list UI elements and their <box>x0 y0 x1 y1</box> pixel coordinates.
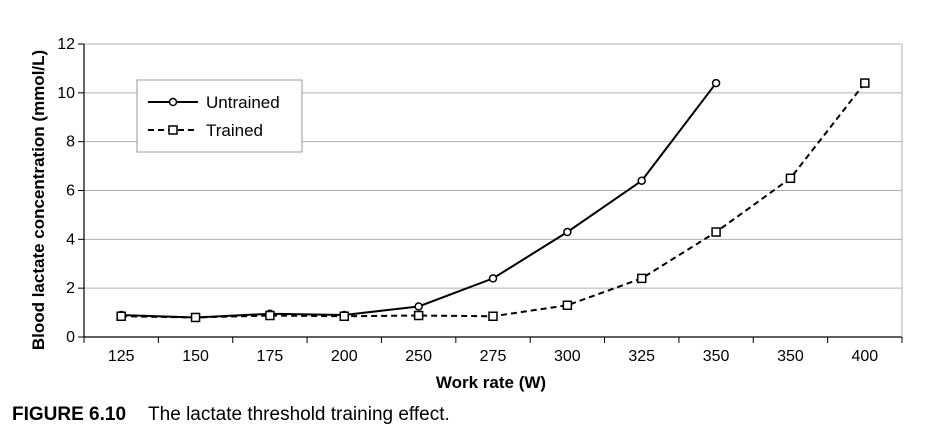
y-tick-labels: 0 2 4 6 8 10 12 <box>57 36 75 346</box>
x-tick-label-1: 150 <box>182 348 209 365</box>
point-trained-1 <box>190 312 201 323</box>
point-untrained-4 <box>414 302 423 311</box>
point-trained-0 <box>116 311 126 321</box>
figure-caption: FIGURE 6.10 The lactate threshold trainin… <box>12 404 912 426</box>
point-trained-6 <box>562 300 573 311</box>
y-tick-label-6: 6 <box>66 183 75 200</box>
x-tick-label-4: 250 <box>405 348 432 365</box>
x-tick-label-8: 350 <box>703 348 730 365</box>
point-trained-8 <box>711 227 721 237</box>
x-tick-label-0: 125 <box>108 348 135 365</box>
y-tick-label-10: 10 <box>57 85 75 102</box>
x-axis-title: Work rate (W) <box>436 373 546 392</box>
point-untrained-7 <box>637 176 646 185</box>
figure-caption-text: The lactate threshold training effect. <box>148 404 450 425</box>
x-tick-label-3: 200 <box>331 348 358 365</box>
line-chart: 0 2 4 6 8 10 12 125 150 175 200 250 275 300 325 350 350… <box>29 36 903 392</box>
legend-marker-trained <box>168 125 178 135</box>
axes <box>78 43 903 343</box>
y-tick-label-8: 8 <box>66 134 75 151</box>
figure-number: FIGURE 6.10 <box>12 404 127 425</box>
x-tick-labels: 125 150 175 200 250 275 300 325 350 350 400 <box>108 348 878 365</box>
point-untrained-6 <box>563 227 572 237</box>
legend-label-trained: Trained <box>206 121 263 140</box>
point-trained-2 <box>265 310 275 321</box>
y-tick-label-12: 12 <box>57 36 75 53</box>
series <box>116 78 870 323</box>
chart-container: 0 2 4 6 8 10 12 125 150 175 200 250 275 300 325 350 350… <box>29 36 903 392</box>
y-tick-label-0: 0 <box>66 329 75 346</box>
point-untrained-8 <box>711 78 721 88</box>
point-trained-3 <box>339 311 350 321</box>
point-trained-5 <box>488 311 498 321</box>
point-trained-4 <box>413 310 424 321</box>
point-trained-10 <box>860 78 870 88</box>
x-tick-label-2: 175 <box>257 348 284 365</box>
x-tick-label-7: 325 <box>628 348 655 365</box>
y-tick-label-2: 2 <box>66 280 75 297</box>
legend-marker-untrained <box>168 97 178 107</box>
point-untrained-5 <box>488 274 498 283</box>
y-tick-label-4: 4 <box>66 231 75 248</box>
x-tick-label-10: 400 <box>851 348 878 365</box>
point-trained-7 <box>636 273 647 284</box>
x-tick-label-9: 350 <box>777 348 804 365</box>
legend-label-untrained: Untrained <box>206 93 280 112</box>
y-axis-title: Blood lactate concentration (mmol/L) <box>29 50 48 350</box>
point-trained-9 <box>785 173 796 184</box>
legend: Untrained Trained <box>136 79 303 153</box>
x-tick-label-6: 300 <box>554 348 581 365</box>
x-tick-label-5: 275 <box>480 348 507 365</box>
legend-box <box>136 79 303 153</box>
